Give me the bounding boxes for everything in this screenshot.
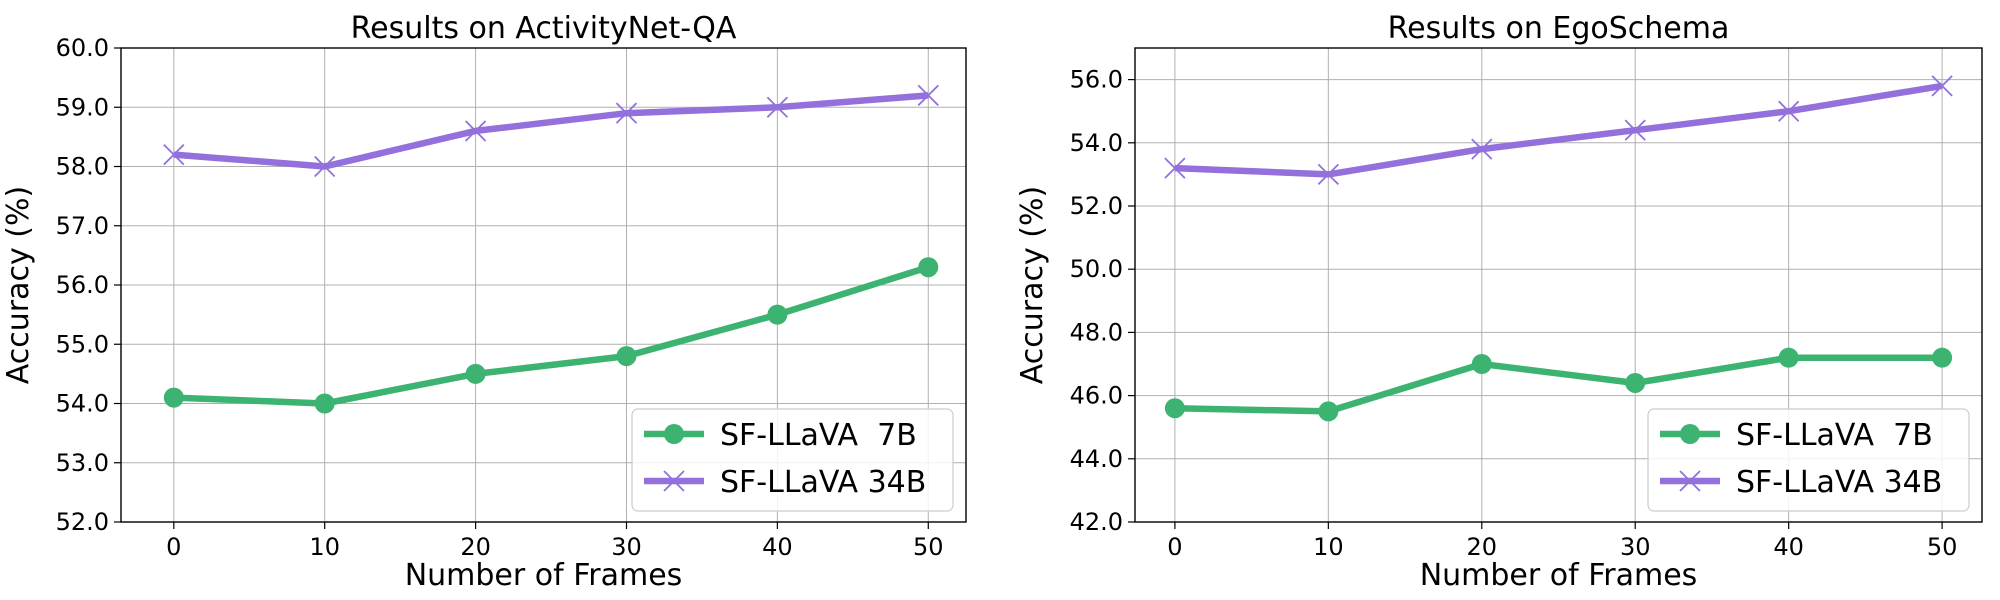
data-point (616, 346, 637, 367)
data-point (163, 144, 185, 166)
y-tick-label: 44.0 (1070, 445, 1123, 473)
y-tick-label: 52.0 (1070, 192, 1123, 220)
data-point (1164, 157, 1186, 179)
x-tick-label: 40 (1773, 533, 1804, 561)
data-point (314, 155, 336, 178)
legend-marker (1679, 470, 1701, 492)
data-point (615, 102, 638, 124)
y-tick-label: 52.0 (56, 508, 109, 536)
legend-label: SF-LLaVA 7B (720, 418, 917, 453)
legend-marker (663, 470, 685, 492)
data-point (767, 304, 788, 325)
series-2 (1164, 75, 1953, 186)
legend-label: SF-LLaVA 34B (1736, 465, 1942, 500)
legend: SF-LLaVA 7B SF-LLaVA 34B (1647, 408, 1970, 512)
y-tick-label: 53.0 (56, 449, 109, 477)
data-point (1471, 138, 1493, 160)
x-tick-label: 40 (762, 533, 793, 561)
y-tick-label: 60.0 (56, 34, 109, 62)
chart-panel-2: Results on EgoSchema 42.0 44.0 46.0 48.0 50.0… (1015, 11, 1983, 593)
x-tick-label: 20 (1467, 533, 1498, 561)
y-tick-label: 58.0 (56, 153, 109, 181)
data-point (1931, 75, 1953, 97)
data-point (1318, 401, 1339, 422)
y-tick-label: 42.0 (1070, 508, 1123, 536)
data-point (465, 363, 486, 384)
legend-label: SF-LLaVA 7B (1736, 418, 1933, 453)
legend-box (631, 408, 954, 512)
chart-title: Results on ActivityNet-QA (351, 11, 737, 46)
data-point (917, 84, 939, 107)
legend-marker (664, 424, 684, 444)
data-point (464, 120, 487, 142)
y-tick-label: 57.0 (56, 212, 109, 240)
x-tick-label: 10 (309, 533, 340, 561)
chart-panel-1: Results on ActivityNet-QA 52.0 53.0 54.0 55.… (1, 11, 967, 593)
chart-title: Results on EgoSchema (1388, 11, 1730, 46)
data-point (1932, 347, 1953, 368)
data-point (314, 393, 335, 414)
series-1 (1164, 347, 1953, 422)
y-tick-label: 46.0 (1070, 382, 1123, 410)
y-tick-label: 48.0 (1070, 318, 1123, 346)
axes-frame (120, 47, 967, 523)
series-line (1174, 82, 1943, 178)
x-tick-label: 50 (913, 533, 944, 561)
series-line (1174, 354, 1943, 415)
legend: SF-LLaVA 7B SF-LLaVA 34B (631, 408, 954, 512)
x-tick-label: 30 (1620, 533, 1651, 561)
y-tick-label: 50.0 (1070, 255, 1123, 283)
data-point (1624, 119, 1646, 141)
x-axis-label: Number of Frames (1420, 558, 1698, 593)
axes-frame (1134, 47, 1983, 523)
data-point (1778, 347, 1799, 368)
legend-marker (1680, 424, 1700, 444)
data-point (918, 257, 939, 278)
y-tick-label: 56.0 (56, 271, 109, 299)
series-1 (163, 257, 939, 414)
data-point (163, 387, 184, 408)
legend-box (1647, 408, 1970, 512)
x-axis-label: Number of Frames (405, 558, 683, 593)
data-point (1778, 100, 1800, 122)
x-tick-label: 0 (1167, 533, 1182, 561)
data-point (1625, 372, 1646, 393)
y-axis-label: Accuracy (%) (1, 186, 36, 384)
legend-label: SF-LLaVA 34B (720, 465, 926, 500)
y-tick-label: 56.0 (1070, 66, 1123, 94)
series-2 (163, 84, 939, 178)
data-point (1471, 354, 1492, 374)
x-tick-label: 20 (460, 533, 491, 561)
data-point (1317, 163, 1339, 186)
series-line (173, 92, 929, 170)
y-tick-label: 55.0 (56, 330, 109, 358)
y-tick-label: 59.0 (56, 93, 109, 121)
series-line (173, 264, 930, 407)
y-tick-label: 54.0 (1070, 129, 1123, 157)
x-tick-label: 0 (166, 533, 181, 561)
y-axis-label: Accuracy (%) (1015, 186, 1050, 384)
x-tick-label: 50 (1927, 533, 1958, 561)
data-point (766, 96, 789, 118)
x-tick-label: 10 (1313, 533, 1344, 561)
y-tick-label: 54.0 (56, 390, 109, 418)
x-tick-label: 30 (611, 533, 642, 561)
data-point (1164, 398, 1185, 419)
